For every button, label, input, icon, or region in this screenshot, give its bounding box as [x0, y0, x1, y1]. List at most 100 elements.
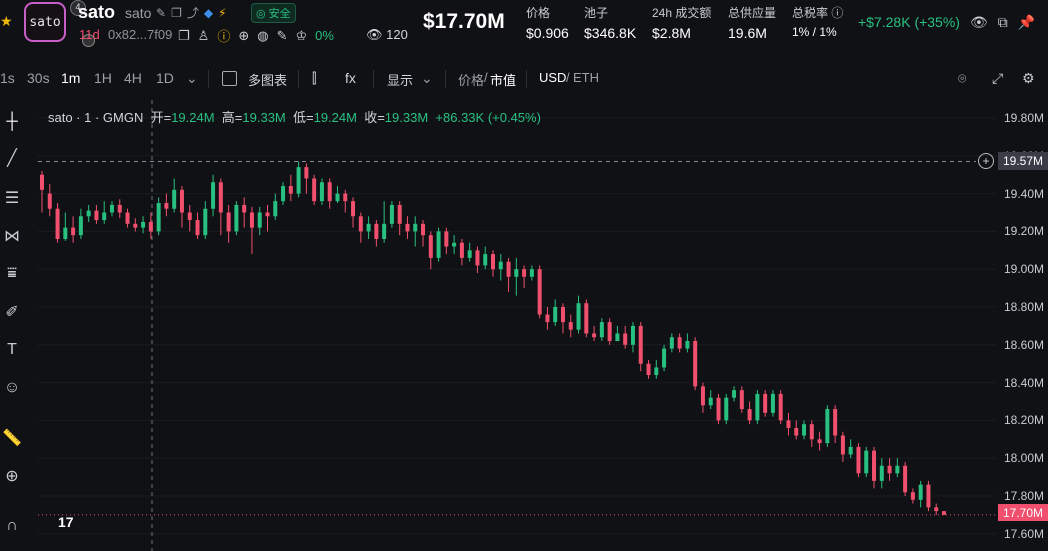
- eth-toggle[interactable]: ETH: [573, 70, 599, 85]
- magnet-icon[interactable]: ∩: [6, 517, 18, 534]
- warning-icon[interactable]: ⓘ: [217, 29, 231, 44]
- eye-icon[interactable]: 👁: [970, 14, 988, 30]
- candle-body: [195, 220, 200, 236]
- multi-chart-label[interactable]: 多图表: [248, 73, 288, 88]
- candle-body: [724, 397, 729, 421]
- star-icon[interactable]: ★: [0, 13, 13, 29]
- candle-body: [343, 193, 348, 202]
- text-icon[interactable]: T: [7, 341, 17, 358]
- candle-body: [529, 269, 534, 277]
- fullscreen-icon[interactable]: ⤢: [992, 70, 1004, 86]
- candle-body: [71, 227, 76, 236]
- help-icon[interactable]: ⓘ: [831, 6, 844, 20]
- copy-icon[interactable]: ❐: [171, 5, 182, 20]
- interval-1d[interactable]: 1D: [156, 70, 174, 86]
- copy-address-icon[interactable]: ❐: [178, 27, 190, 43]
- interval-4h[interactable]: 4H: [124, 70, 142, 86]
- candle-body: [615, 333, 620, 342]
- safe-label: 安全: [268, 8, 291, 20]
- candle-body: [102, 212, 107, 221]
- candle-body: [592, 333, 597, 338]
- divider: [445, 70, 446, 88]
- display-menu[interactable]: 显示: [387, 73, 414, 88]
- settings-icon[interactable]: ⚙: [1022, 70, 1035, 86]
- candle-type-icon[interactable]: ⫿: [312, 70, 317, 86]
- candle-body: [459, 242, 464, 258]
- candle-body: [413, 223, 418, 232]
- pin-icon[interactable]: 📌: [1017, 14, 1036, 30]
- emoji-icon[interactable]: ☺: [3, 379, 21, 396]
- candle-body: [498, 261, 503, 270]
- high-label: 高=: [221, 110, 243, 125]
- usd-toggle[interactable]: USD: [539, 70, 567, 85]
- candle-body: [374, 223, 379, 239]
- safe-badge: ◎ 安全: [251, 3, 296, 23]
- trend-line-icon[interactable]: ╱: [7, 150, 17, 167]
- candle-body: [739, 390, 744, 410]
- market-cap: $17.70M: [423, 10, 505, 33]
- toggle-separator: /: [566, 70, 570, 85]
- ruler-icon[interactable]: 📏: [2, 430, 22, 447]
- twitter-edit-icon[interactable]: ✎: [276, 27, 288, 43]
- camera-icon[interactable]: ⌾: [958, 70, 967, 86]
- divider: [298, 70, 299, 88]
- globe-icon[interactable]: ⊕: [238, 27, 250, 43]
- external-link-icon[interactable]: ⧉: [997, 14, 1008, 30]
- interval-1h[interactable]: 1H: [94, 70, 112, 86]
- interval-1m[interactable]: 1m: [61, 70, 81, 86]
- add-alert-icon[interactable]: +: [978, 153, 994, 169]
- edit-icon[interactable]: ✎: [156, 5, 167, 20]
- telegram-icon[interactable]: ◆: [203, 5, 214, 20]
- lightning-icon[interactable]: ⚡: [218, 5, 227, 20]
- contract-address[interactable]: 0x82...7f09: [108, 27, 173, 42]
- interval-dropdown-icon[interactable]: ⌄: [186, 70, 198, 86]
- multi-chart-checkbox[interactable]: [222, 71, 237, 86]
- candle-body: [514, 269, 519, 277]
- pattern-icon[interactable]: ⋈: [4, 228, 20, 245]
- y-tick-label: 18.40M: [1004, 375, 1045, 390]
- candle-body: [312, 178, 317, 202]
- fib-icon[interactable]: ⩸: [7, 265, 17, 282]
- y-tick-label: 19.20M: [1004, 224, 1045, 239]
- user-icon[interactable]: ♙: [197, 27, 210, 43]
- share-icon[interactable]: ⤴: [186, 6, 199, 20]
- horizontal-lines-icon[interactable]: ☰: [4, 190, 20, 207]
- candle-body: [926, 484, 931, 508]
- zoom-icon[interactable]: ⊕: [5, 468, 19, 485]
- price-toggle[interactable]: 价格: [458, 73, 485, 88]
- mcap-toggle[interactable]: 市值: [490, 73, 517, 88]
- token-logo-text: sato: [29, 14, 61, 30]
- display-dropdown-icon[interactable]: ⌄: [421, 70, 433, 86]
- candle-body: [405, 223, 410, 232]
- candle-body: [607, 322, 612, 342]
- crown-icon[interactable]: ♔: [295, 27, 308, 43]
- candle-body: [327, 182, 332, 202]
- crosshair-icon[interactable]: ┼: [6, 113, 18, 130]
- candle-body: [825, 409, 830, 444]
- candle-body: [654, 367, 659, 376]
- candle-body: [522, 269, 527, 277]
- candle-body: [141, 221, 146, 228]
- candle-body: [304, 167, 309, 179]
- interval-30s[interactable]: 30s: [27, 70, 50, 86]
- indicators-button[interactable]: fx: [345, 70, 356, 86]
- brush-icon[interactable]: ✐: [5, 304, 19, 321]
- holders-pct: 0%: [315, 28, 334, 43]
- stat-label: 价格: [526, 6, 551, 20]
- candle-body: [179, 189, 184, 213]
- drawing-toolbar: ┼ ╱ ☰ ⋈ ⩸ ✐ T ☺ 📏 ⊕ ∩: [0, 100, 26, 551]
- candle-body: [218, 182, 223, 213]
- candle-body: [584, 303, 589, 334]
- candle-body: [856, 446, 861, 474]
- close-value: 19.33M: [384, 110, 429, 125]
- y-tick-label: 19.40M: [1004, 186, 1045, 201]
- chart-icon[interactable]: ◍: [257, 27, 269, 43]
- candle-body: [833, 409, 838, 436]
- candle-body: [879, 465, 884, 481]
- token-logo: sato 4: [24, 0, 95, 47]
- interval-1s[interactable]: 1s: [0, 70, 15, 86]
- candle-body: [895, 465, 900, 474]
- candle-body: [506, 261, 511, 277]
- tradingview-logo[interactable]: 17: [58, 514, 74, 530]
